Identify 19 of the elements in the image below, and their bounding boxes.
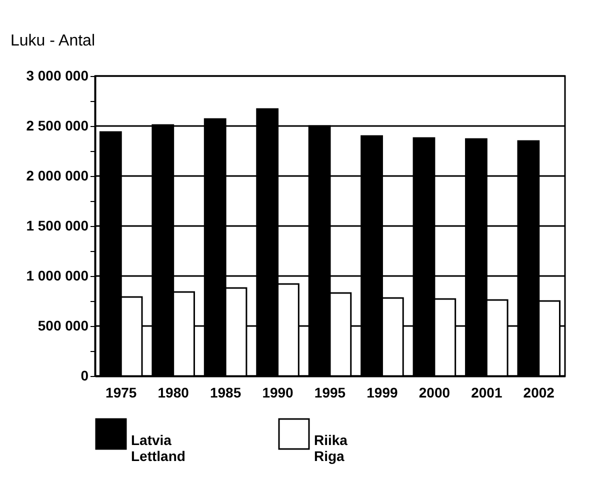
y-tick-label: 2 500 000	[26, 118, 89, 134]
x-tick-label: 2000	[418, 384, 450, 400]
x-tick-label: 1999	[366, 384, 398, 400]
legend-label: Riika Riga	[314, 432, 348, 464]
x-tick-label: 1990	[262, 384, 294, 400]
y-tick-label: 1 000 000	[26, 268, 89, 284]
x-tick-label: 1995	[314, 384, 346, 400]
legend-label: Latvia Lettland	[131, 432, 186, 464]
x-tick-label: 1985	[210, 384, 242, 400]
y-tick-label: 1 500 000	[26, 218, 89, 234]
y-tick-label: 500 000	[38, 318, 89, 334]
x-tick-label: 2002	[523, 384, 555, 400]
y-tick-label: 2 000 000	[26, 168, 89, 184]
x-tick-label: 2001	[471, 384, 502, 400]
y-tick-label: 0	[80, 368, 89, 384]
y-tick-label: 3 000 000	[26, 68, 89, 84]
x-tick-label: 1980	[158, 384, 190, 400]
y-axis-title: Luku - Antal	[10, 32, 95, 50]
x-tick-label: 1975	[106, 384, 137, 400]
